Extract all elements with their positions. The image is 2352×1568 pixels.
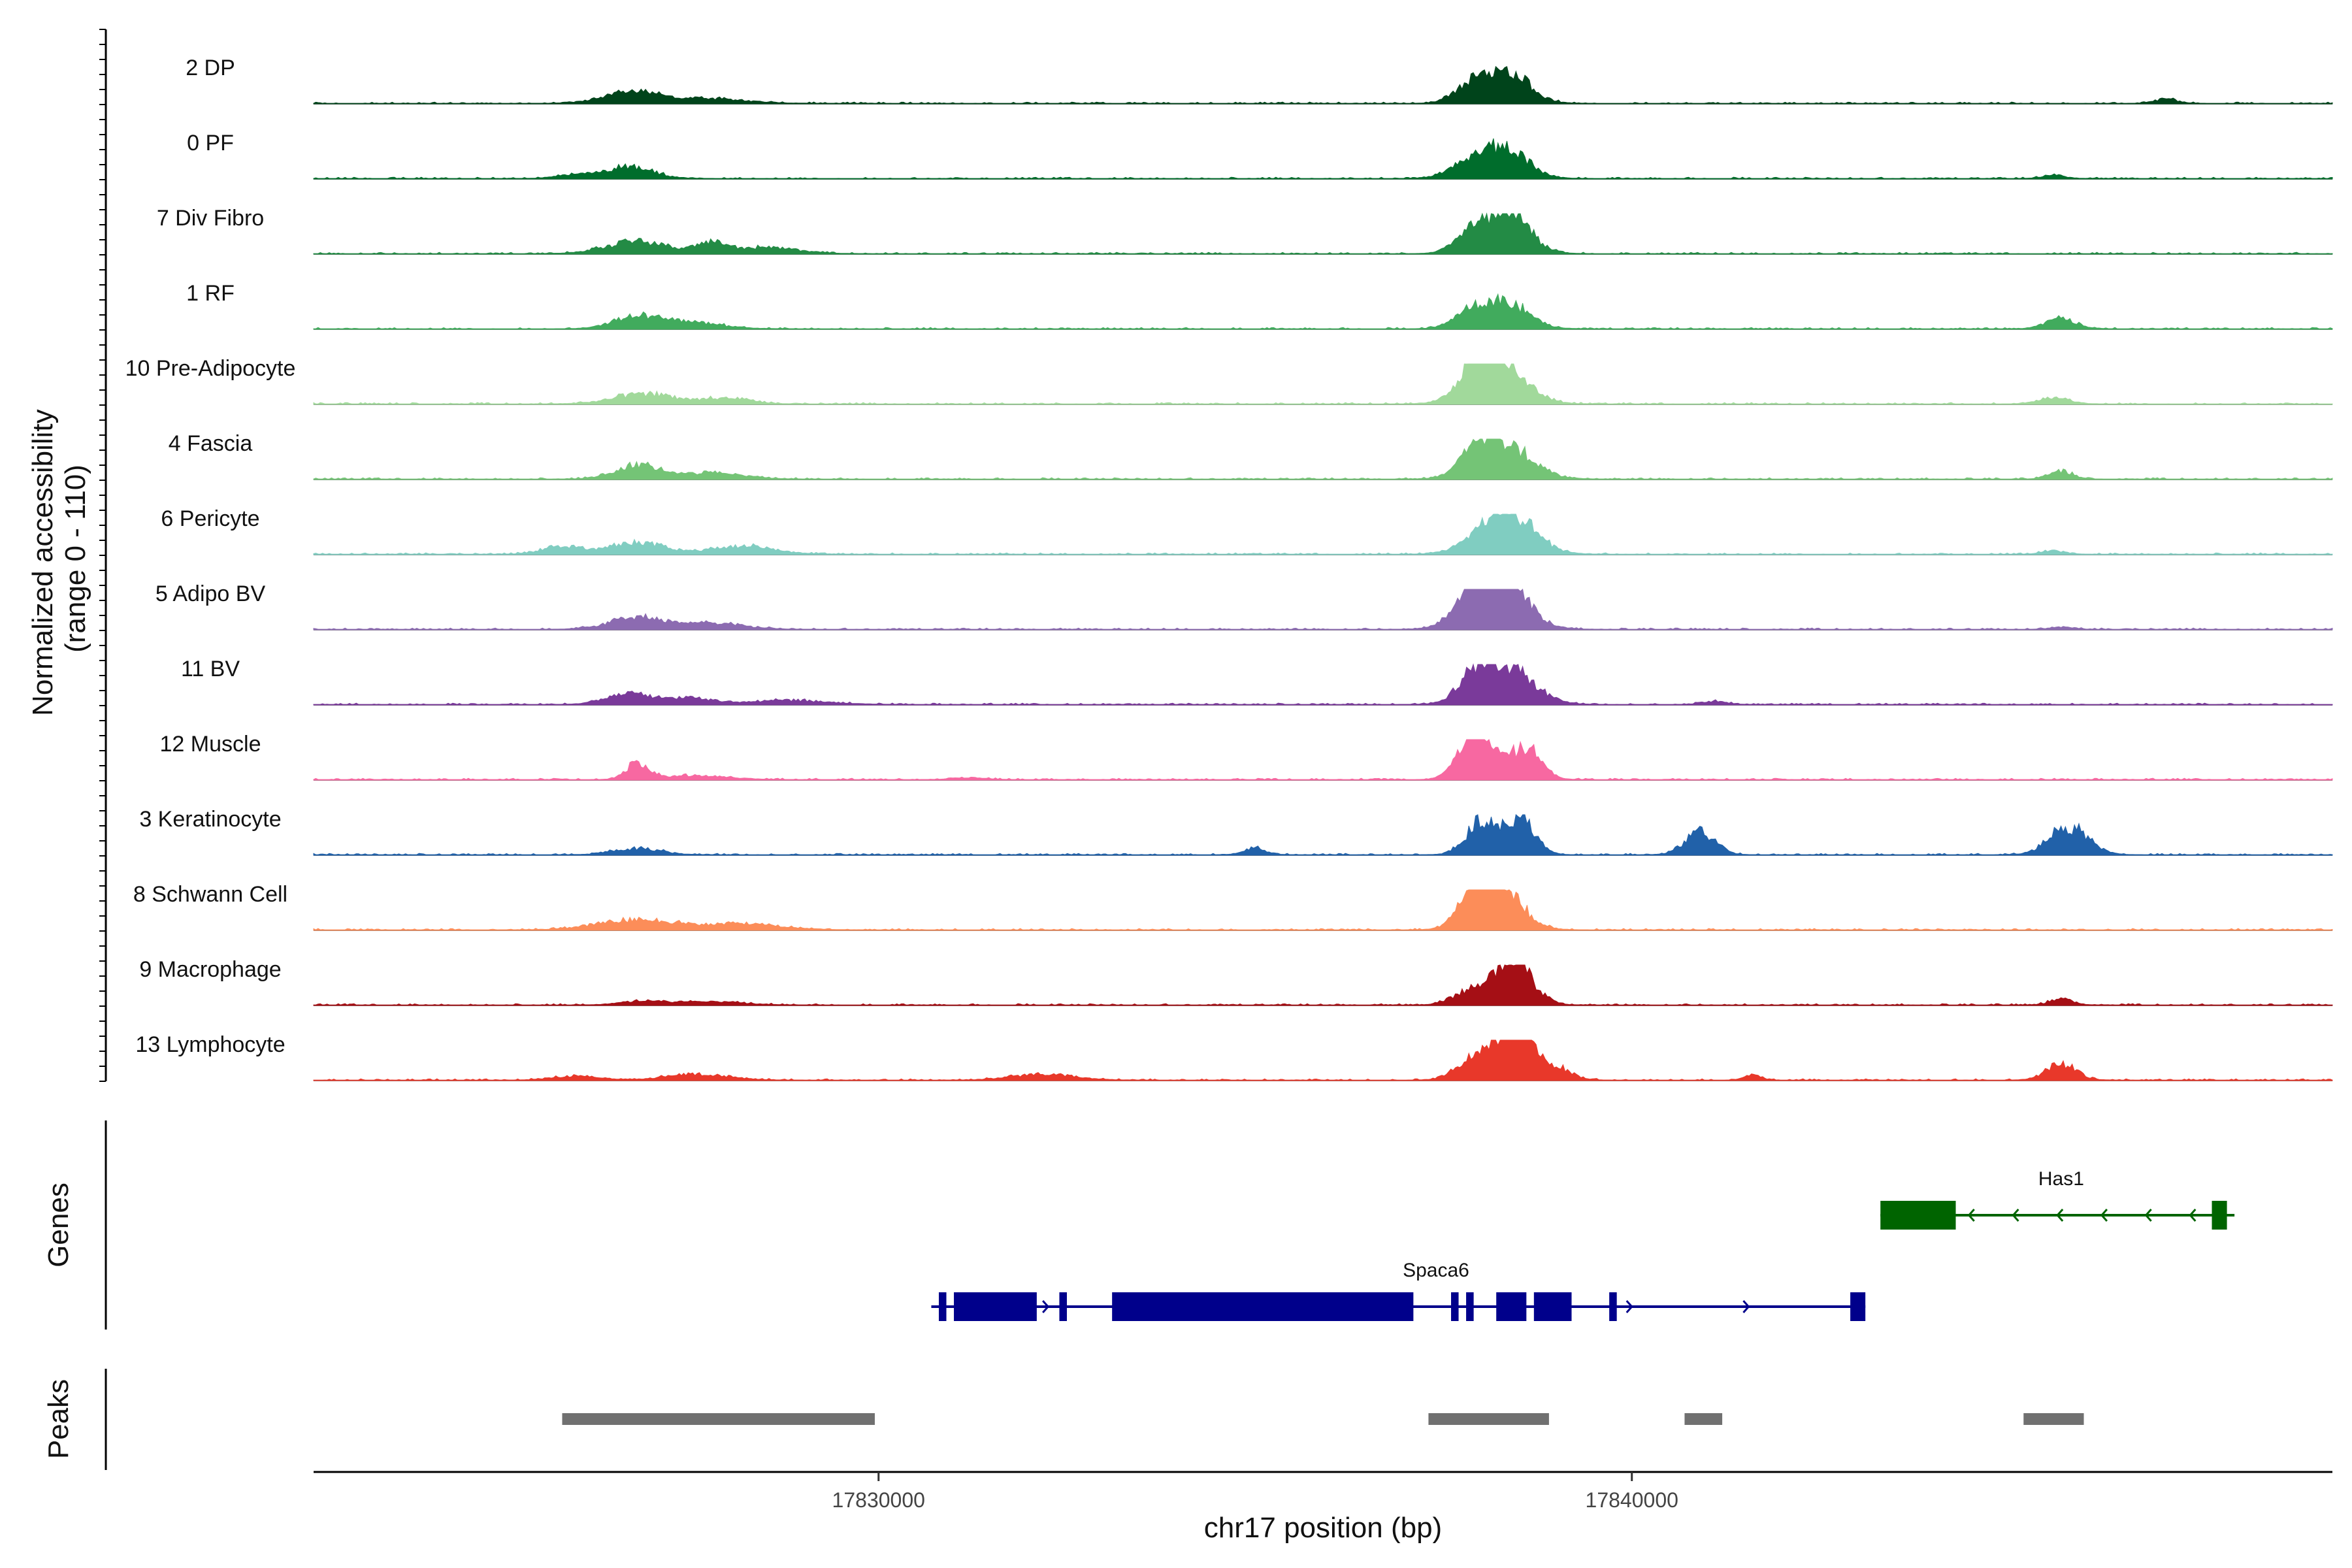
coverage-track: 11 BV [181,657,2333,706]
coverage-track-area [313,212,2333,255]
coverage-track-label: 4 Fascia [169,431,253,456]
coverage-track: 1 RF [186,281,2333,330]
gene-name-label: Spaca6 [1403,1260,1469,1281]
gene-models: Has1 Spaca6 [931,1168,2235,1321]
gene-strand-arrow [1742,1300,1750,1313]
coverage-axis-ticks [99,29,106,1082]
coverage-track-label: 5 Adipo BV [155,581,266,606]
coverage-track-label: 12 Muscle [160,732,261,757]
x-axis-ticks: 17830000 17840000 [832,1472,1678,1512]
coverage-track-area [313,363,2333,405]
coverage-track-label: 6 Pericyte [161,506,259,531]
gene-name-label: Has1 [2038,1168,2084,1190]
gene-model: Spaca6 [931,1260,1866,1321]
coverage-track: 7 Div Fibro [157,206,2333,255]
peak-regions [562,1413,2084,1425]
y-axis-title: Normalized accessibility (range 0 - 110) [27,401,91,716]
gene-exon [1496,1292,1527,1321]
peak-region-bar [1684,1413,1723,1425]
gene-strand-arrow [2100,1209,2108,1222]
gene-exon [1609,1292,1617,1321]
y-axis-title-line-1: Normalized accessibility [27,409,59,715]
genes-track-label: Genes [42,1183,74,1267]
peaks-track-label: Peaks [42,1379,74,1459]
x-tick-label: 17830000 [832,1488,925,1512]
coverage-track: 4 Fascia [169,431,2333,480]
coverage-track-label: 3 Keratinocyte [139,807,281,832]
gene-exon [938,1292,947,1321]
coverage-track: 0 PF [187,131,2333,180]
coverage-track-area [313,589,2333,630]
coverage-track-area [313,514,2333,555]
coverage-track-label: 8 Schwann Cell [133,882,287,907]
gene-exon [1466,1292,1474,1321]
gene-model: Has1 [1880,1168,2235,1230]
gene-exon [2212,1201,2227,1230]
coverage-track-area [313,65,2333,105]
coverage-track-area [313,814,2333,856]
gene-exon [1059,1292,1067,1321]
coverage-track: 12 Muscle [160,732,2333,781]
coverage-track: 3 Keratinocyte [139,807,2333,856]
peak-region-bar [1428,1413,1549,1425]
coverage-track: 5 Adipo BV [155,581,2333,630]
coverage-tracks: 2 DP 0 PF 7 Div Fibro 1 RF 10 Pre-Adipocyte 4… [125,56,2333,1081]
coverage-track: 6 Pericyte [161,506,2333,555]
coverage-track-area [313,138,2333,180]
x-axis-title: chr17 position (bp) [1204,1512,1442,1544]
gene-strand-arrow [1967,1209,1975,1222]
coverage-track: 10 Pre-Adipocyte [125,356,2333,405]
gene-strand-arrow [1042,1300,1050,1313]
coverage-track-label: 2 DP [186,56,235,80]
coverage-track-label: 11 BV [181,657,240,681]
coverage-track-label: 10 Pre-Adipocyte [125,356,296,381]
gene-exon [954,1292,1037,1321]
coverage-track-area [313,293,2333,330]
coverage-track: 13 Lymphocyte [135,1032,2333,1081]
y-axis-title-line-2: (range 0 - 110) [59,465,91,653]
gene-exon [1533,1292,1572,1321]
gene-strand-arrow [2012,1209,2019,1222]
coverage-track-area [313,964,2333,1006]
coverage-track-area [313,1039,2333,1081]
coverage-track: 9 Macrophage [139,957,2333,1006]
coverage-track-label: 13 Lymphocyte [135,1032,285,1057]
peak-region-bar [562,1413,875,1425]
coverage-track-label: 9 Macrophage [139,957,281,982]
gene-exon [1112,1292,1414,1321]
gene-exon [1451,1292,1459,1321]
gene-strand-arrow [1625,1300,1633,1313]
gene-strand-arrow [2189,1209,2197,1222]
gene-exon [1850,1292,1866,1321]
coverage-track-label: 7 Div Fibro [157,206,264,231]
coverage-track-area [313,438,2333,480]
coverage-track-area [313,663,2333,706]
coverage-track-area [313,739,2333,781]
coverage-track: 8 Schwann Cell [133,882,2333,931]
coverage-track-area [313,889,2333,931]
x-tick-label: 17840000 [1586,1488,1678,1512]
coverage-track-label: 1 RF [186,281,235,306]
gene-strand-arrow [2056,1209,2064,1222]
gene-strand-arrow [2144,1209,2152,1222]
peak-region-bar [2023,1413,2084,1425]
gene-exon [1880,1201,1956,1230]
coverage-track: 2 DP [186,56,2333,105]
coverage-track-label: 0 PF [187,131,234,155]
